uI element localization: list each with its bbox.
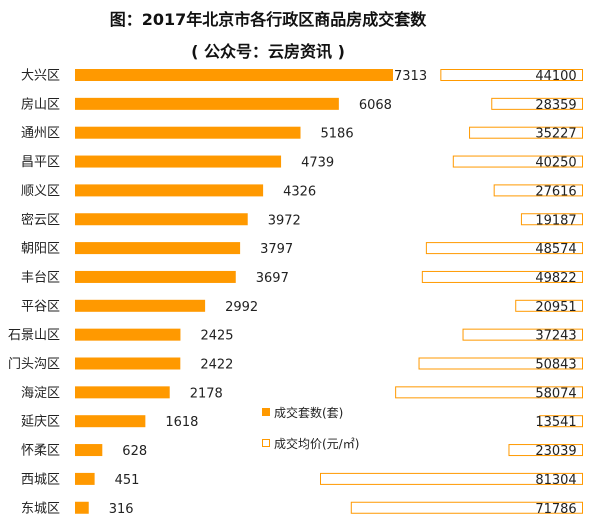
count-value-label: 3697 xyxy=(256,271,289,286)
category-label: 密云区 xyxy=(21,212,60,228)
category-label: 怀柔区 xyxy=(21,444,60,459)
price-value-label: 20951 xyxy=(535,300,576,315)
category-label: 东城区 xyxy=(21,501,60,516)
count-bar xyxy=(75,472,95,485)
price-value-label: 58074 xyxy=(535,386,576,401)
count-value-label: 1618 xyxy=(165,415,198,430)
category-label: 丰台区 xyxy=(21,270,60,285)
count-value-label: 5186 xyxy=(321,127,354,142)
category-label: 海淀区 xyxy=(21,386,60,401)
count-bar xyxy=(75,415,146,428)
count-value-label: 3972 xyxy=(268,213,301,228)
price-bar xyxy=(469,126,583,139)
price-value-label: 35227 xyxy=(535,127,576,142)
count-bar xyxy=(75,184,264,197)
category-label: 朝阳区 xyxy=(21,242,60,257)
price-value-label: 19187 xyxy=(535,213,576,228)
legend-label-price: 成交均价(元/㎡) xyxy=(274,436,359,451)
price-bar xyxy=(539,415,583,428)
chart-subtitle: ( 公众号：云房资讯 ) xyxy=(191,42,345,61)
count-value-label: 4326 xyxy=(283,184,316,199)
price-value-label: 71786 xyxy=(535,502,576,517)
count-bar xyxy=(75,299,206,312)
price-value-label: 48574 xyxy=(535,242,576,257)
count-value-label: 628 xyxy=(122,444,147,459)
count-bar xyxy=(75,501,89,514)
count-value-label: 2992 xyxy=(225,300,258,315)
count-bar xyxy=(75,126,301,139)
category-label: 昌平区 xyxy=(21,155,60,170)
count-bar xyxy=(75,213,248,226)
price-value-label: 28359 xyxy=(535,98,576,113)
category-label: 房山区 xyxy=(21,96,60,112)
price-bar xyxy=(491,97,584,110)
price-value-label: 81304 xyxy=(535,473,576,488)
count-value-label: 7313 xyxy=(394,69,427,84)
count-value-label: 2422 xyxy=(200,358,233,373)
category-label: 通州区 xyxy=(21,126,60,141)
price-bar xyxy=(440,69,583,81)
price-value-label: 49822 xyxy=(535,271,576,286)
count-bar xyxy=(75,444,103,457)
price-bar xyxy=(462,328,583,341)
price-value-label: 27616 xyxy=(535,184,576,199)
price-value-label: 44100 xyxy=(535,69,576,84)
category-label: 西城区 xyxy=(21,472,60,487)
count-bar xyxy=(75,97,339,110)
count-value-label: 6068 xyxy=(359,98,392,113)
count-value-label: 2425 xyxy=(200,329,233,344)
legend-label-count: 成交套数(套) xyxy=(274,405,343,420)
count-bar xyxy=(75,155,282,168)
count-value-label: 4739 xyxy=(301,156,334,171)
price-bar xyxy=(452,155,583,168)
count-bar xyxy=(75,270,236,283)
price-value-label: 23039 xyxy=(535,444,576,459)
bar-rows: 大兴区 7313 44100 房山区 6068 28359 通州区 5186 35227 昌平区 4… xyxy=(8,69,584,517)
count-bar xyxy=(75,386,170,399)
price-bar xyxy=(493,184,584,197)
legend: 成交套数(套) 成交均价(元/㎡) xyxy=(262,405,359,451)
count-bar xyxy=(75,357,181,370)
count-value-label: 451 xyxy=(115,473,140,488)
price-bar xyxy=(425,242,583,255)
price-bar xyxy=(320,472,583,485)
price-bar xyxy=(421,270,583,283)
legend-swatch-count xyxy=(262,408,270,416)
category-label: 石景山区 xyxy=(8,328,60,343)
price-value-label: 40250 xyxy=(535,156,576,171)
category-label: 顺义区 xyxy=(21,184,60,199)
category-label: 延庆区 xyxy=(21,415,60,430)
price-bar xyxy=(350,501,583,514)
price-value-label: 37243 xyxy=(535,329,576,344)
count-bar xyxy=(75,328,181,341)
category-label: 大兴区 xyxy=(21,69,60,84)
legend-swatch-price xyxy=(262,439,270,447)
category-label: 平谷区 xyxy=(21,299,60,314)
count-value-label: 3797 xyxy=(260,242,293,257)
price-bar xyxy=(395,386,583,399)
price-bar xyxy=(515,299,584,312)
category-label: 门头沟区 xyxy=(8,357,60,372)
count-value-label: 2178 xyxy=(190,386,223,401)
count-value-label: 316 xyxy=(109,502,134,517)
price-bar xyxy=(418,357,583,370)
price-value-label: 13541 xyxy=(535,415,576,430)
chart-title: 图：2017年北京市各行政区商品房成交套数 xyxy=(110,10,428,29)
price-bar xyxy=(520,213,583,226)
count-bar xyxy=(75,69,393,81)
price-bar xyxy=(508,444,583,457)
price-value-label: 50843 xyxy=(535,358,576,373)
count-bar xyxy=(75,242,241,255)
